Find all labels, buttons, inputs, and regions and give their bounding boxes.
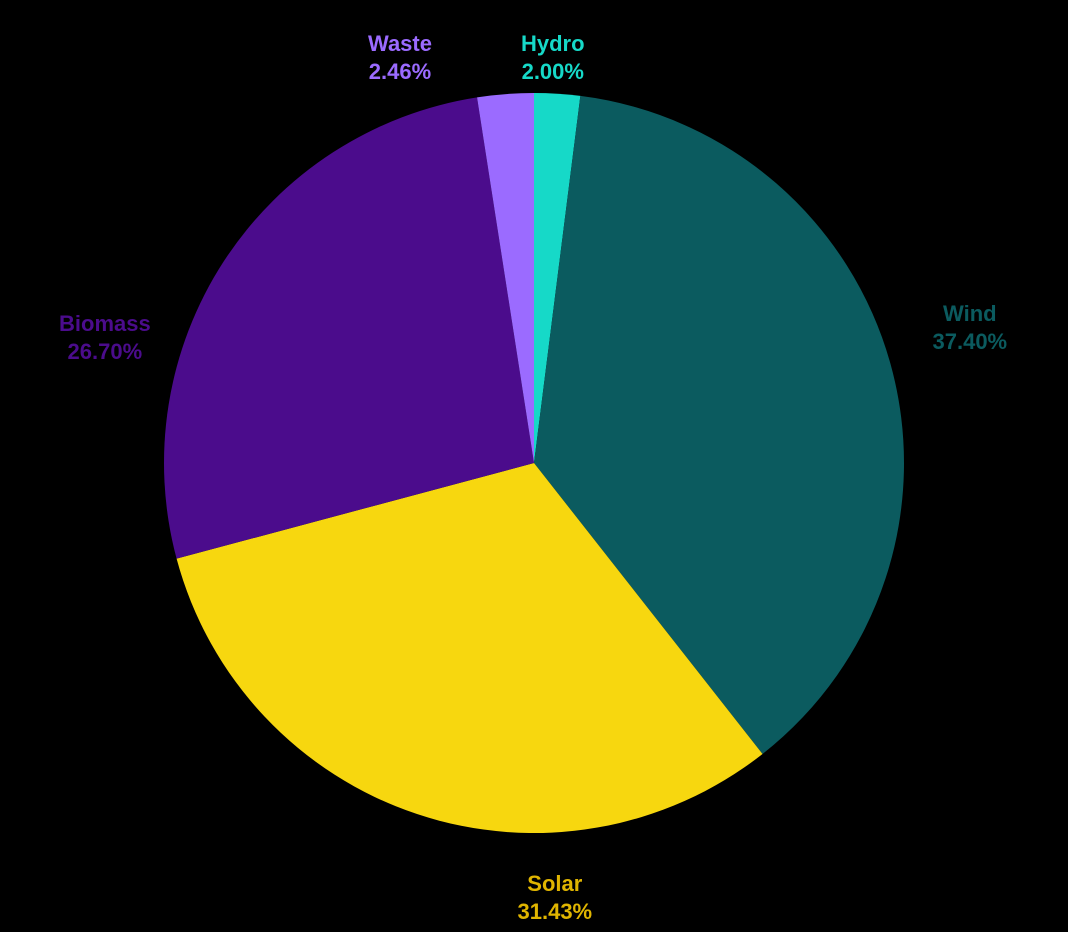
pie-label-wind: Wind37.40%	[933, 300, 1008, 355]
pie-label-name: Biomass	[59, 310, 151, 338]
pie-label-pct: 2.00%	[521, 58, 585, 86]
pie-label-pct: 37.40%	[933, 328, 1008, 356]
pie-chart-svg	[0, 0, 1068, 927]
pie-label-waste: Waste2.46%	[368, 30, 432, 85]
pie-label-pct: 31.43%	[518, 898, 593, 926]
pie-label-pct: 26.70%	[59, 338, 151, 366]
pie-label-solar: Solar31.43%	[518, 870, 593, 925]
pie-label-biomass: Biomass26.70%	[59, 310, 151, 365]
pie-label-name: Wind	[933, 300, 1008, 328]
pie-label-name: Waste	[368, 30, 432, 58]
pie-label-name: Solar	[518, 870, 593, 898]
pie-label-name: Hydro	[521, 30, 585, 58]
pie-label-hydro: Hydro2.00%	[521, 30, 585, 85]
pie-label-pct: 2.46%	[368, 58, 432, 86]
pie-chart-container: Hydro2.00% Wind37.40% Solar31.43% Biomass26…	[0, 0, 1068, 927]
